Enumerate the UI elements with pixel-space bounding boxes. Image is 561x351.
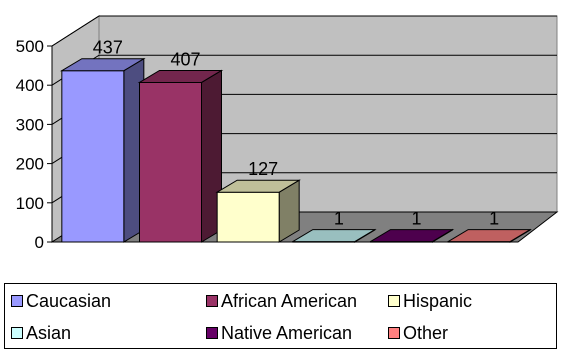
bar-top: [215, 179, 301, 193]
legend-label: Asian: [26, 322, 72, 343]
bar-top: [137, 69, 224, 83]
bar-hispanic: [215, 179, 301, 243]
bar-top: [60, 58, 146, 72]
bar-top: [368, 229, 455, 243]
chart-bars: [60, 57, 532, 243]
legend-swatch: [11, 295, 23, 307]
bar-front: [61, 70, 125, 243]
data-labels: 437 407 127 1 1 1: [93, 38, 499, 229]
bar-asian: [291, 228, 377, 243]
bar-african-american: [137, 69, 224, 243]
bar-other: [446, 228, 532, 243]
data-label: 127: [248, 159, 278, 179]
bar-caucasian: [60, 57, 146, 243]
bar-native-american: [368, 228, 455, 243]
legend-item-hispanic: Hispanic: [388, 291, 472, 311]
bar-front: [216, 191, 280, 243]
chart-legend: Caucasian African American Hispanic Asia…: [4, 283, 557, 349]
y-tick-label: 0: [35, 233, 44, 252]
y-tick-label: 100: [16, 194, 44, 213]
data-label: 1: [334, 209, 344, 229]
y-tick-label: 500: [16, 37, 44, 56]
legend-item-other: Other: [388, 323, 448, 343]
y-axis-ticks: 0 100 200 300 400 500: [16, 37, 53, 252]
legend-swatch: [206, 327, 218, 339]
y-tick-label: 300: [16, 115, 44, 134]
legend-label: Hispanic: [403, 290, 473, 311]
data-label: 1: [489, 209, 499, 229]
legend-swatch: [388, 295, 400, 307]
y-tick-label: 400: [16, 76, 44, 95]
legend-swatch: [11, 327, 23, 339]
bar-chart: 0 100 200 300 400 500 437 407 127 1 1 1: [16, 15, 559, 252]
bar-top: [446, 229, 532, 243]
legend-item-african-american: African American: [206, 291, 357, 311]
data-label: 437: [93, 38, 123, 58]
legend-label: African American: [221, 290, 358, 311]
bar-front: [139, 81, 202, 243]
bar-top: [291, 229, 377, 243]
legend-swatch: [388, 327, 400, 339]
legend-item-caucasian: Caucasian: [11, 291, 111, 311]
data-label: 1: [411, 209, 421, 229]
gridline: [51, 15, 557, 47]
y-tick-label: 200: [16, 155, 44, 174]
legend-label: Caucasian: [26, 290, 112, 311]
legend-swatch: [206, 295, 218, 307]
legend-item-native-american: Native American: [206, 323, 352, 343]
data-label: 407: [170, 49, 200, 69]
legend-label: Native American: [221, 322, 353, 343]
legend-item-asian: Asian: [11, 323, 71, 343]
legend-label: Other: [403, 322, 449, 343]
